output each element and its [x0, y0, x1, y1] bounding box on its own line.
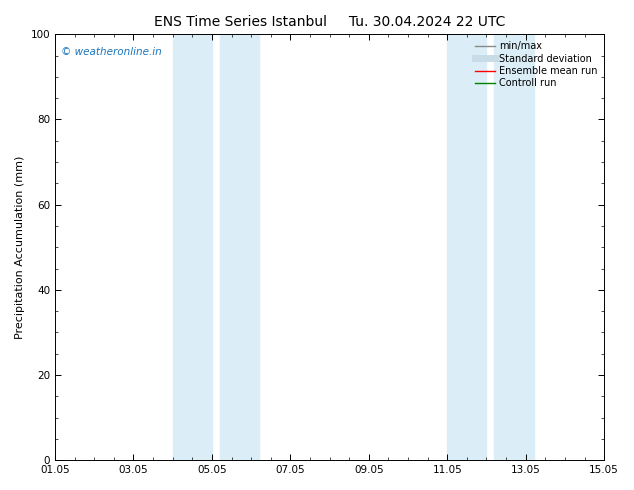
Text: © weatheronline.in: © weatheronline.in [60, 47, 161, 57]
Bar [447, 34, 486, 460]
Bar [172, 34, 212, 460]
Bar [495, 34, 534, 460]
Bar [220, 34, 259, 460]
Y-axis label: Precipitation Accumulation (mm): Precipitation Accumulation (mm) [15, 155, 25, 339]
Title: ENS Time Series Istanbul     Tu. 30.04.2024 22 UTC: ENS Time Series Istanbul Tu. 30.04.2024 … [154, 15, 505, 29]
Legend: min/max, Standard deviation, Ensemble mean run, Controll run: min/max, Standard deviation, Ensemble me… [472, 37, 601, 92]
